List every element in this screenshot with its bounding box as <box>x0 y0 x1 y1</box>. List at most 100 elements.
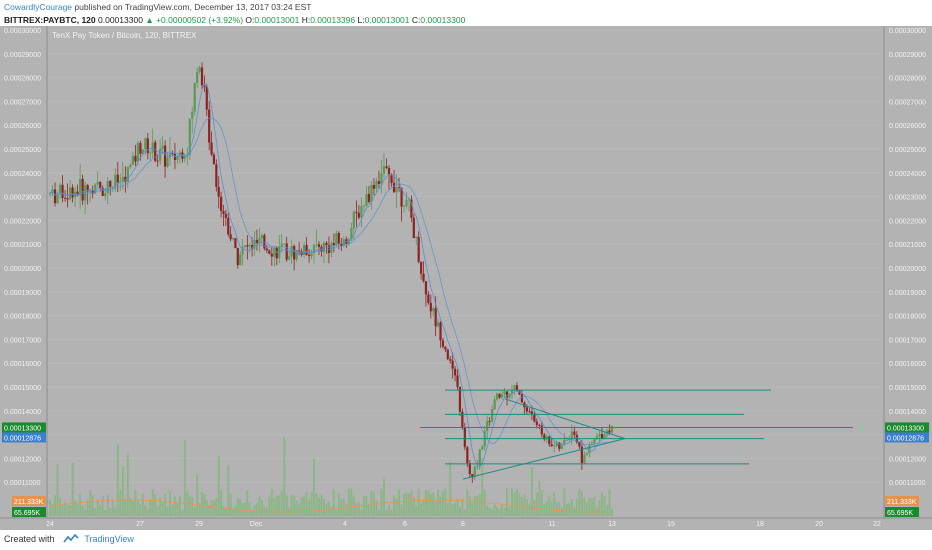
volume-bar <box>360 509 363 516</box>
volume-bar <box>239 499 242 516</box>
candle-body <box>360 206 363 218</box>
candle-body <box>219 196 223 211</box>
candle-body <box>533 413 536 422</box>
candle-body <box>141 149 144 154</box>
volume-bar <box>310 492 313 516</box>
volume-bar <box>595 507 598 516</box>
volume-bar <box>298 503 301 516</box>
candle-body <box>493 399 496 410</box>
y-tick-label: 0.00030000 <box>889 28 926 35</box>
price-chart[interactable]: TenX Pay Token / Bitcoin, 120, BITTREX 0… <box>0 26 932 530</box>
y-tick-label: 0.00011000 <box>4 480 41 487</box>
candle-body <box>410 199 413 218</box>
volume-bar <box>290 495 293 516</box>
candle-body <box>151 142 154 153</box>
candle-body <box>405 199 408 207</box>
candle-body <box>101 187 104 197</box>
volume-badge-right: 65.695K <box>887 510 913 517</box>
symbol-label: BITTREX:PAYBTC, 120 <box>4 15 96 25</box>
volume-bar <box>114 507 117 516</box>
volume-bar <box>64 502 67 516</box>
x-tick-label: 27 <box>136 521 144 528</box>
candle-body <box>538 424 541 426</box>
volume-bar <box>203 493 206 516</box>
candle-body <box>593 439 596 444</box>
volume-bar <box>422 499 425 516</box>
volume-bar <box>424 489 427 516</box>
candle-body <box>325 242 328 246</box>
volume-bar <box>398 489 401 516</box>
candle-body <box>580 446 583 463</box>
candle-body <box>595 436 599 440</box>
volume-bar <box>101 496 104 516</box>
volume-bar <box>370 490 373 516</box>
volume-bar <box>220 490 223 516</box>
volume-bar <box>164 493 167 516</box>
candle-body <box>146 138 149 154</box>
ma-long-line <box>49 117 613 446</box>
candle-body <box>307 254 311 257</box>
volume-bar <box>303 495 306 516</box>
tradingview-brand[interactable]: TradingView <box>84 534 134 544</box>
candle-body <box>116 174 119 183</box>
y-tick-label: 0.00014000 <box>889 409 926 416</box>
volume-bar <box>173 496 176 516</box>
candle-body <box>200 67 204 86</box>
chart-background <box>0 26 932 530</box>
x-tick-label: Dec <box>250 521 263 528</box>
volume-bar <box>315 493 318 516</box>
candle-body <box>563 440 566 445</box>
candle-body <box>288 256 291 260</box>
volume-bar <box>451 504 454 516</box>
volume-bar <box>598 500 601 516</box>
candle-body <box>588 444 591 454</box>
candle-body <box>161 145 164 149</box>
volume-bar <box>305 491 308 516</box>
volume-bar <box>196 474 199 516</box>
volume-bar <box>466 489 469 516</box>
volume-bar <box>560 507 563 516</box>
volume-bar <box>275 495 278 516</box>
open-label: O: <box>245 15 255 25</box>
candle-body <box>570 431 573 439</box>
candle-body <box>212 154 216 165</box>
volume-bar <box>446 503 449 516</box>
volume-bar <box>558 502 561 516</box>
volume-bar <box>603 496 606 516</box>
candle-body <box>590 443 594 445</box>
chart-area[interactable]: TenX Pay Token / Bitcoin, 120, BITTREX 0… <box>0 26 932 530</box>
candle-body <box>268 250 271 254</box>
candle-body <box>109 180 112 187</box>
candle-body <box>444 346 447 350</box>
candle-body <box>71 187 74 198</box>
volume-bar <box>468 496 471 516</box>
candle-body <box>298 250 301 252</box>
volume-bar <box>258 496 261 516</box>
candle-body <box>193 82 196 112</box>
volume-bar <box>69 505 72 516</box>
candle-body <box>63 198 67 199</box>
candle-body <box>476 466 479 468</box>
y-tick-label: 0.00021000 <box>889 242 926 249</box>
candle-body <box>156 160 159 162</box>
candle-body <box>461 411 464 428</box>
volume-bar <box>201 492 204 516</box>
candle-body <box>255 240 259 244</box>
candle-body <box>513 385 516 390</box>
candle-body <box>424 281 428 295</box>
volume-bar <box>461 498 464 516</box>
volume-bar <box>222 506 225 516</box>
candle-body <box>441 340 445 347</box>
volume-bar <box>580 490 583 516</box>
y-tick-label: 0.00021000 <box>4 242 41 249</box>
volume-bar <box>538 481 541 516</box>
volume-bar <box>548 495 551 516</box>
candle-body <box>540 425 543 435</box>
volume-bar <box>111 500 114 516</box>
volume-bar <box>159 497 162 516</box>
author-link[interactable]: CowardlyCourage <box>4 2 73 12</box>
moving-averages <box>49 83 613 467</box>
y-tick-label: 0.00028000 <box>889 76 926 83</box>
y-tick-label: 0.00019000 <box>4 290 41 297</box>
volume-bar <box>193 507 196 516</box>
